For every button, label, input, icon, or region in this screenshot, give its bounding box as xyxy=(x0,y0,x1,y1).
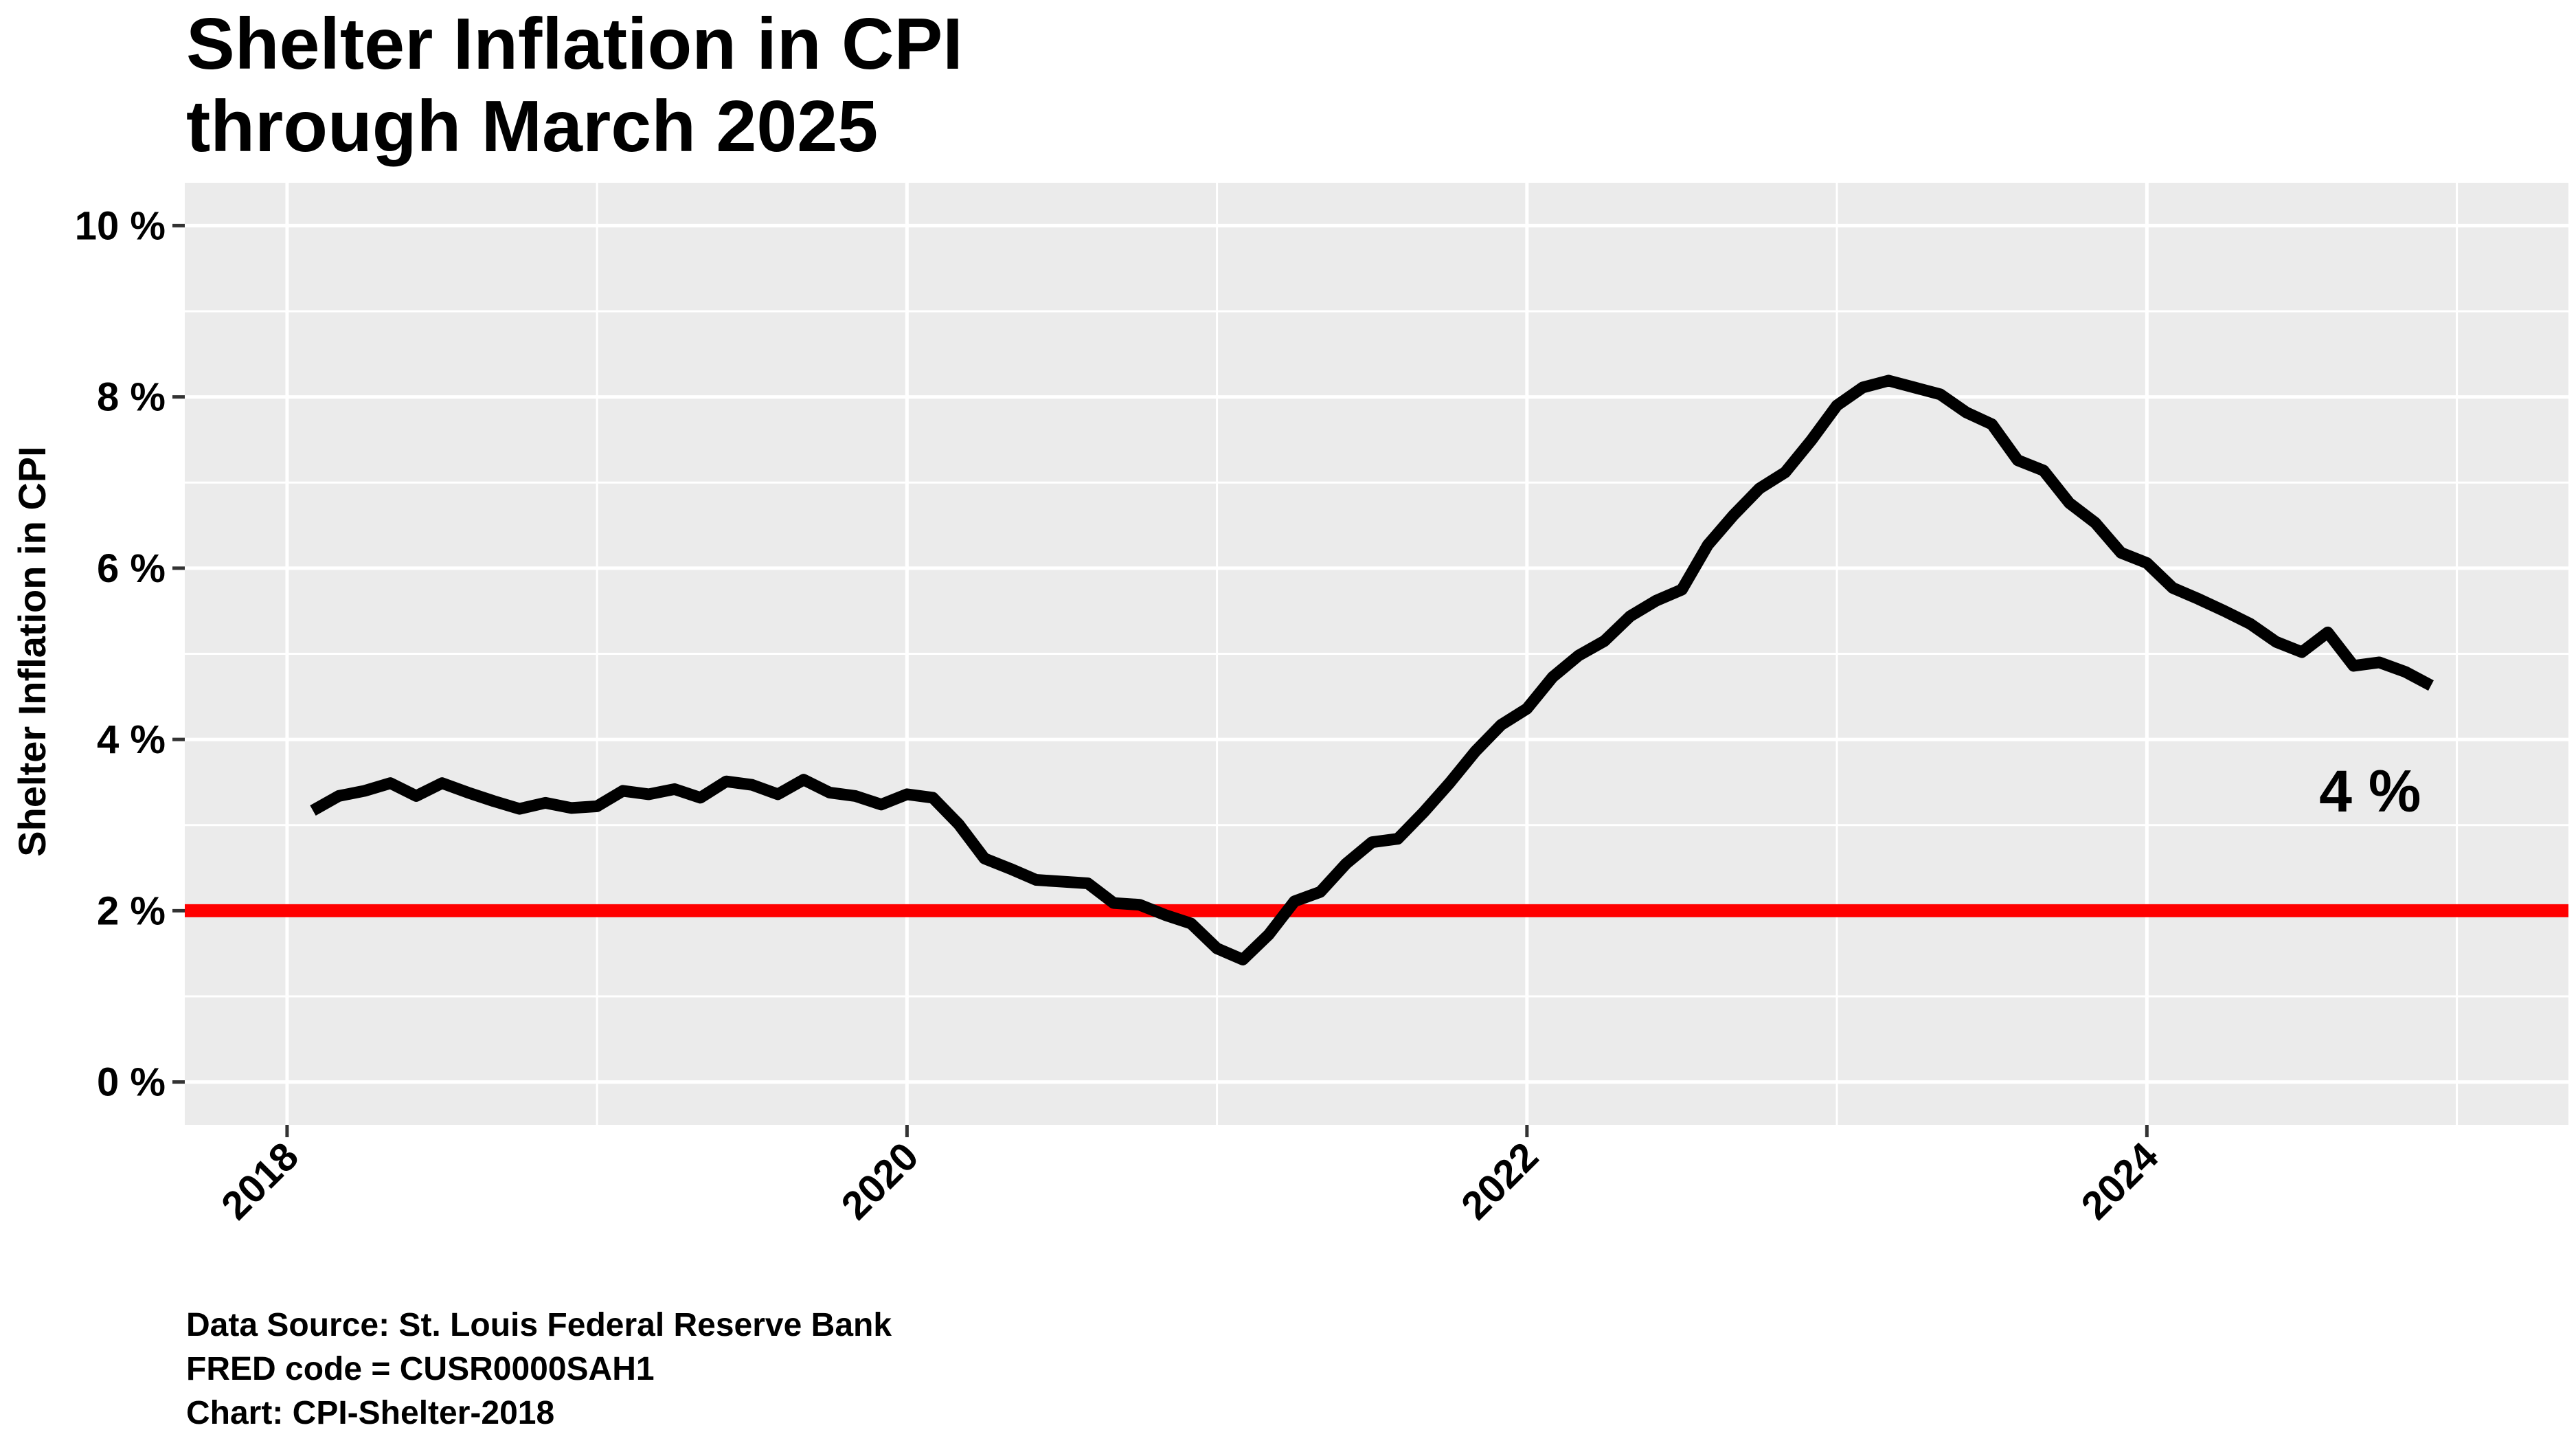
y-tick-label: 0 % xyxy=(97,1060,166,1105)
chart-title-line-1: Shelter Inflation in CPI xyxy=(186,3,963,85)
series-line-shelter-inflation xyxy=(310,374,2434,965)
caption-line-3: Chart: CPI-Shelter-2018 xyxy=(186,1395,554,1431)
y-tick-label: 10 % xyxy=(75,203,166,248)
y-tick-label: 6 % xyxy=(97,546,166,591)
x-tick-label: 2018 xyxy=(213,1134,307,1228)
y-tick-label: 8 % xyxy=(97,375,166,420)
annotation-label: 4 % xyxy=(2319,759,2421,825)
x-tick-label: 2022 xyxy=(1453,1134,1547,1228)
x-axis: 2018 2020 2022 2024 xyxy=(213,1125,2167,1228)
caption-line-2: FRED code = CUSR0000SAH1 xyxy=(186,1351,655,1387)
x-tick-label: 2024 xyxy=(2072,1134,2167,1228)
y-tick-label: 2 % xyxy=(97,888,166,933)
caption-line-1: Data Source: St. Louis Federal Reserve B… xyxy=(186,1307,892,1343)
y-axis: 0 % 2 % 4 % 6 % 8 % 10 % xyxy=(75,203,185,1105)
y-tick-label: 4 % xyxy=(97,717,166,762)
chart-title-line-2: through March 2025 xyxy=(186,86,878,167)
x-tick-label: 2020 xyxy=(833,1134,927,1228)
y-axis-label: Shelter Inflation in CPI xyxy=(10,446,54,856)
